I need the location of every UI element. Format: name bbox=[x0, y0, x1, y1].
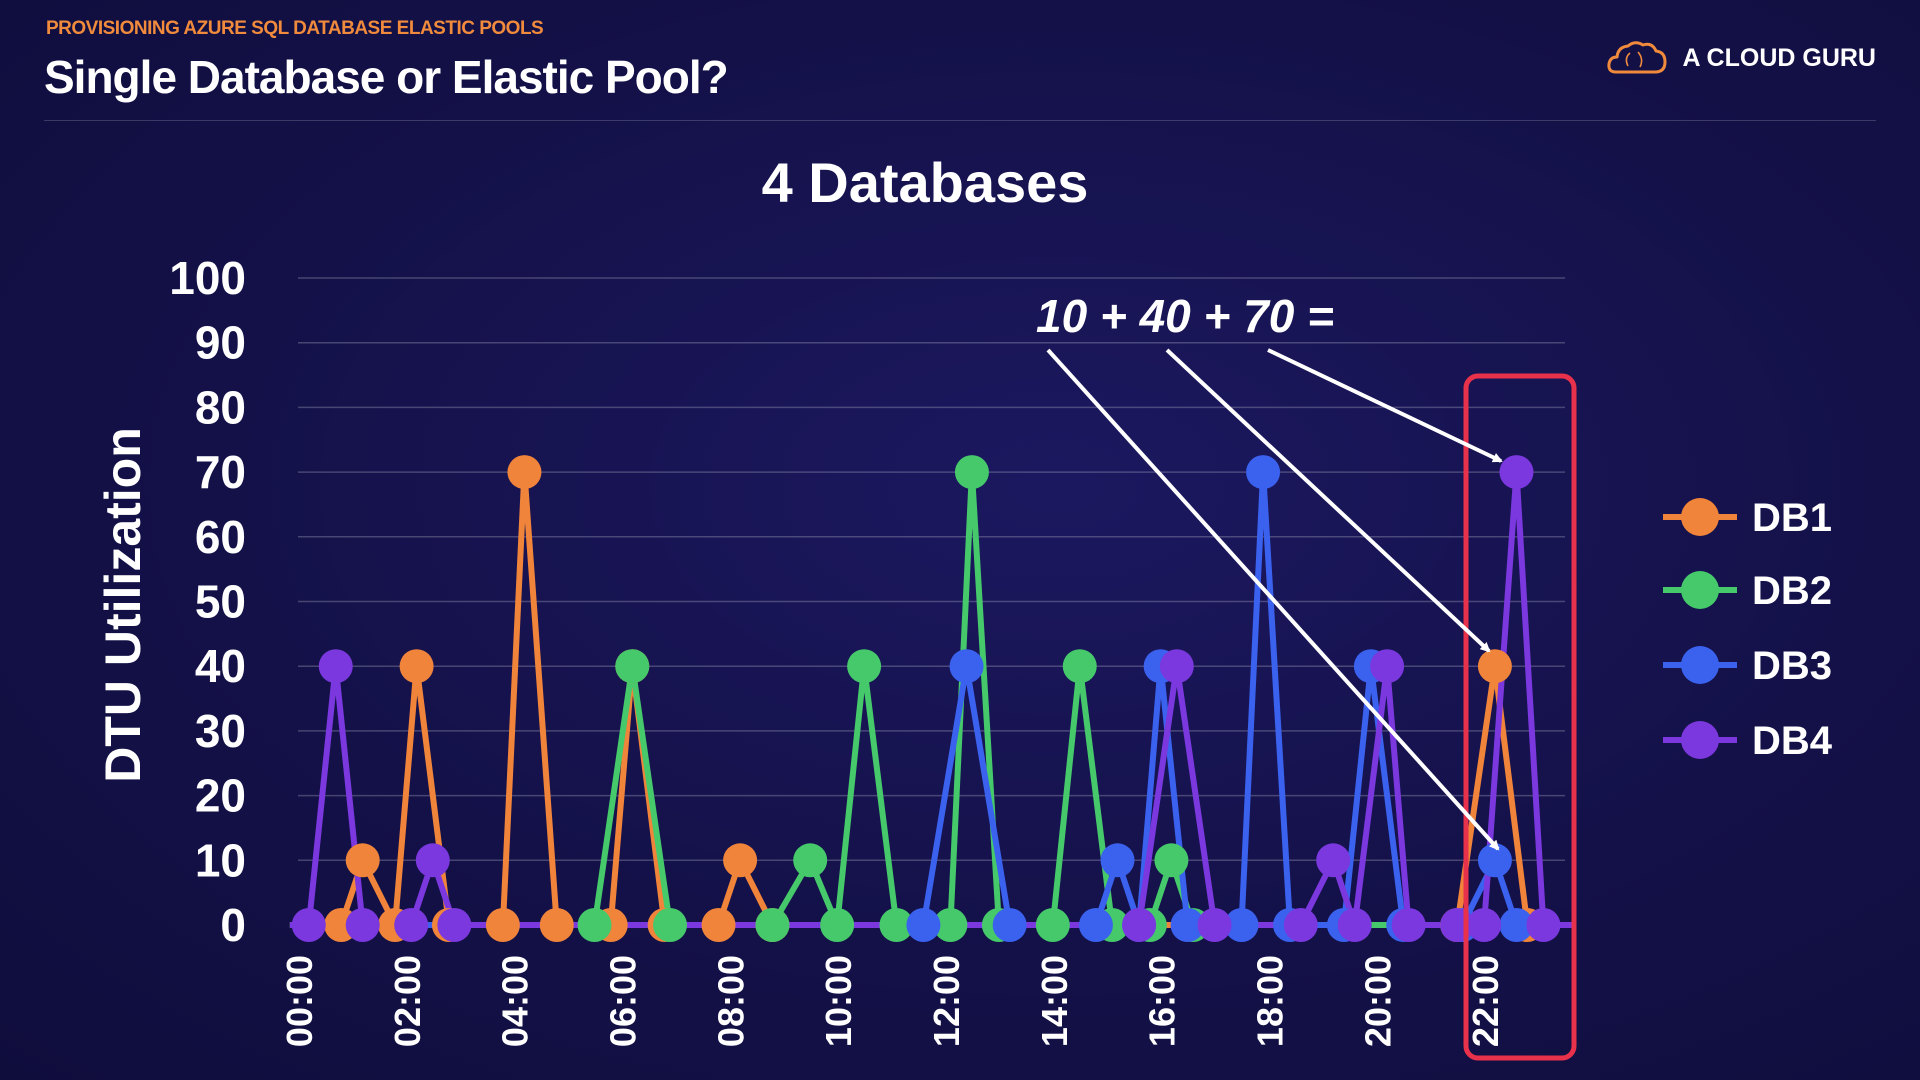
legend-label-db3: DB3 bbox=[1752, 644, 1832, 688]
x-tick-label: 14:00 bbox=[1034, 955, 1075, 1047]
data-point-db3 bbox=[992, 908, 1027, 942]
y-tick-label: 80 bbox=[195, 381, 246, 433]
data-point-db2 bbox=[820, 908, 855, 942]
data-point-db4 bbox=[318, 649, 353, 684]
data-point-db1 bbox=[485, 908, 520, 942]
legend-label-db1: DB1 bbox=[1752, 496, 1832, 540]
y-tick-label: 30 bbox=[195, 705, 246, 757]
data-point-db4 bbox=[437, 908, 472, 942]
legend-label-db4: DB4 bbox=[1752, 719, 1833, 763]
data-point-db1 bbox=[399, 649, 434, 684]
data-point-db2 bbox=[933, 908, 968, 942]
data-point-db1 bbox=[539, 908, 574, 942]
header-divider bbox=[44, 120, 1876, 121]
data-point-db4 bbox=[1316, 843, 1351, 878]
annotation-arrow-10 bbox=[1046, 348, 1500, 851]
data-point-db1 bbox=[1477, 649, 1512, 684]
data-point-db4 bbox=[1159, 649, 1194, 684]
x-tick-label: 06:00 bbox=[602, 955, 643, 1047]
x-tick-label: 00:00 bbox=[279, 955, 320, 1047]
data-point-db2 bbox=[847, 649, 882, 684]
data-point-db4 bbox=[1370, 649, 1405, 684]
data-point-db4 bbox=[1391, 908, 1426, 942]
data-point-db4 bbox=[1526, 908, 1561, 942]
x-tick-label: 04:00 bbox=[495, 955, 536, 1047]
y-tick-label: 50 bbox=[195, 576, 246, 628]
data-point-db2 bbox=[1154, 843, 1189, 878]
data-point-db1 bbox=[723, 843, 758, 878]
data-point-db3 bbox=[1170, 908, 1205, 942]
y-tick-label: 90 bbox=[195, 317, 246, 369]
x-tick-label: 10:00 bbox=[818, 955, 859, 1047]
page-title: Single Database or Elastic Pool? bbox=[44, 51, 729, 103]
sum-annotation: 10 + 40 + 70 = bbox=[1036, 290, 1334, 342]
data-point-db2 bbox=[1035, 908, 1070, 942]
y-tick-label: 10 bbox=[195, 834, 246, 886]
annotation-arrow-40 bbox=[1165, 348, 1491, 653]
data-point-db4 bbox=[1197, 908, 1232, 942]
data-point-db2 bbox=[577, 908, 612, 942]
legend-label-db2: DB2 bbox=[1752, 569, 1832, 613]
data-point-db4 bbox=[1499, 455, 1534, 490]
data-point-db2 bbox=[793, 843, 828, 878]
data-point-db3 bbox=[906, 908, 941, 942]
data-point-db4 bbox=[1283, 908, 1318, 942]
legend-marker-db4 bbox=[1681, 721, 1719, 759]
data-point-db3 bbox=[1078, 908, 1113, 942]
cloud-icon bbox=[1607, 41, 1667, 74]
brand-name: A CLOUD GURU bbox=[1682, 43, 1876, 72]
data-point-db2 bbox=[755, 908, 790, 942]
data-point-db4 bbox=[394, 908, 429, 942]
y-tick-label: 70 bbox=[195, 446, 246, 498]
annotation-arrow-70 bbox=[1267, 348, 1503, 463]
x-tick-label: 18:00 bbox=[1249, 955, 1290, 1047]
data-point-db3 bbox=[1477, 843, 1512, 878]
x-tick-label: 22:00 bbox=[1465, 955, 1506, 1047]
y-tick-label: 40 bbox=[195, 640, 246, 692]
x-tick-label: 16:00 bbox=[1142, 955, 1183, 1047]
data-point-db2 bbox=[615, 649, 650, 684]
data-point-db1 bbox=[507, 455, 542, 490]
x-tick-label: 02:00 bbox=[387, 955, 428, 1047]
legend-marker-db1 bbox=[1681, 498, 1719, 536]
section-kicker: PROVISIONING AZURE SQL DATABASE ELASTIC … bbox=[46, 18, 544, 39]
data-point-db4 bbox=[1337, 908, 1372, 942]
y-tick-label: 20 bbox=[195, 770, 246, 822]
data-point-db4 bbox=[345, 908, 380, 942]
y-tick-label: 0 bbox=[220, 899, 246, 951]
legend-marker-db2 bbox=[1681, 571, 1719, 609]
data-point-db3 bbox=[949, 649, 984, 684]
y-tick-label: 100 bbox=[169, 252, 246, 304]
data-point-db2 bbox=[1062, 649, 1097, 684]
data-point-db1 bbox=[345, 843, 380, 878]
data-point-db3 bbox=[1499, 908, 1534, 942]
data-point-db2 bbox=[653, 908, 688, 942]
chart-title: 4 Databases bbox=[762, 151, 1089, 214]
data-point-db4 bbox=[415, 843, 450, 878]
x-tick-label: 20:00 bbox=[1357, 955, 1398, 1047]
data-point-db3 bbox=[1246, 455, 1281, 490]
legend-marker-db3 bbox=[1681, 646, 1719, 684]
data-point-db1 bbox=[701, 908, 736, 942]
x-tick-label: 08:00 bbox=[710, 955, 751, 1047]
data-point-db3 bbox=[1100, 843, 1135, 878]
data-point-db4 bbox=[291, 908, 326, 942]
highlight-box bbox=[1463, 373, 1577, 1061]
data-point-db2 bbox=[954, 455, 989, 490]
data-point-db4 bbox=[1122, 908, 1157, 942]
brand: A CLOUD GURU bbox=[1606, 38, 1876, 78]
x-tick-label: 12:00 bbox=[926, 955, 967, 1047]
data-point-db3 bbox=[1224, 908, 1259, 942]
data-point-db2 bbox=[879, 908, 914, 942]
data-point-db4 bbox=[1467, 908, 1502, 942]
y-axis-label: DTU Utilization bbox=[95, 427, 151, 783]
y-tick-label: 60 bbox=[195, 511, 246, 563]
